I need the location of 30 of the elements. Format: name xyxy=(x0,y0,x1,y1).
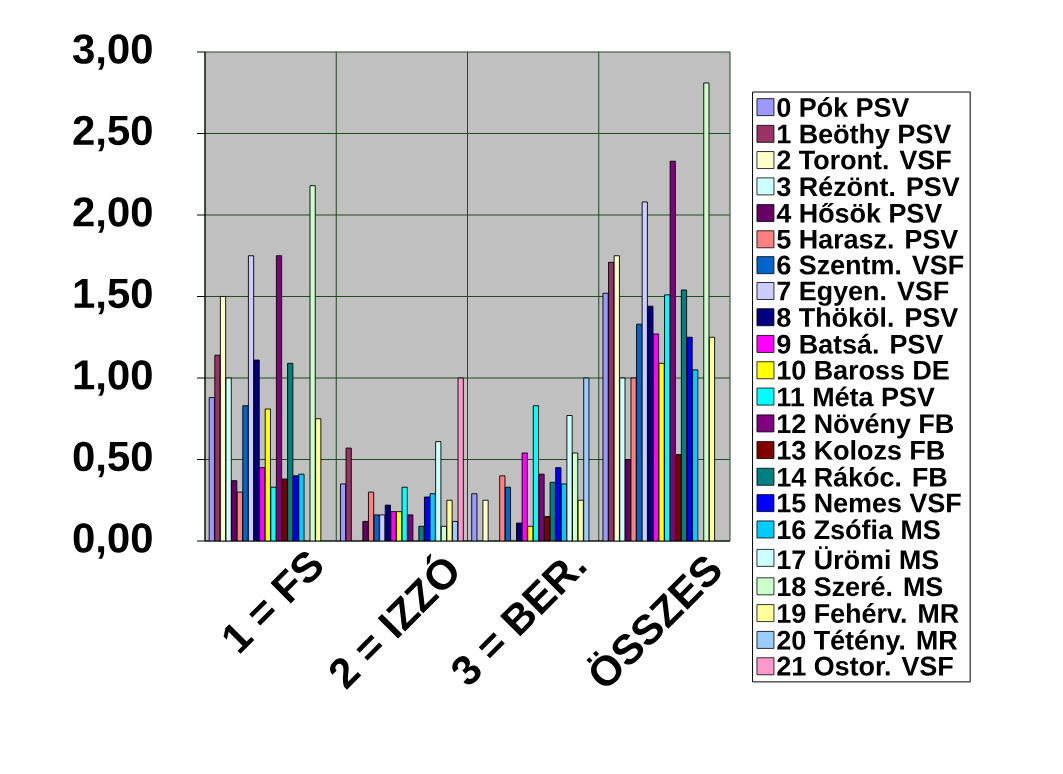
legend-label: 14 Rákóc. FB xyxy=(778,466,947,487)
legend-label: 1 Beöthy PSV xyxy=(778,123,952,149)
y-tick-label: 0,00 xyxy=(73,523,152,559)
y-tick-label: 2,50 xyxy=(73,115,152,152)
legend-label: 6 Szentm. VSF xyxy=(777,255,964,275)
legend-label: 8 Thököl. PSV xyxy=(777,307,959,327)
legend-label: 16 Zsófia MS xyxy=(778,519,940,540)
y-tick-label: 1,00 xyxy=(74,360,152,396)
legend-label: 3 Rézönt. PSV xyxy=(776,176,960,197)
y-tick-label: 0,50 xyxy=(73,441,152,478)
legend-label: 21 Ostor. VSF xyxy=(777,656,953,676)
legend-label: 2 Toront. VSF xyxy=(777,150,951,170)
y-tick-label: 1,50 xyxy=(74,278,152,315)
legend-label: 17 Ürömi MS xyxy=(778,546,939,570)
legend-label: 4 Hősök PSV xyxy=(776,203,943,223)
y-tick-label: 3,00 xyxy=(72,34,152,70)
legend-label: 12 Növény FB xyxy=(778,413,953,439)
x-tick-label: 1 = FS xyxy=(223,552,323,654)
legend-label: 0 Pók PSV xyxy=(777,97,910,118)
legend-label: 18 Szeré. MS xyxy=(778,576,943,597)
legend-label: 19 Fehérv. MR xyxy=(778,602,959,623)
legend-label: 20 Tétény. MR xyxy=(777,629,958,656)
y-tick-label: 2,00 xyxy=(73,197,152,233)
legend-label: 15 Nemes VSF xyxy=(778,493,961,513)
legend-label: 10 Baross DE xyxy=(778,360,949,380)
legend-label: 11 Méta PSV xyxy=(778,386,935,407)
legend-label: 7 Egyen. VSF xyxy=(777,281,949,306)
legend-label: 9 Batsá. PSV xyxy=(777,333,944,354)
legend-label: 5 Harasz. PSV xyxy=(777,229,959,249)
legend-label: 13 Kolozs FB xyxy=(778,440,944,460)
